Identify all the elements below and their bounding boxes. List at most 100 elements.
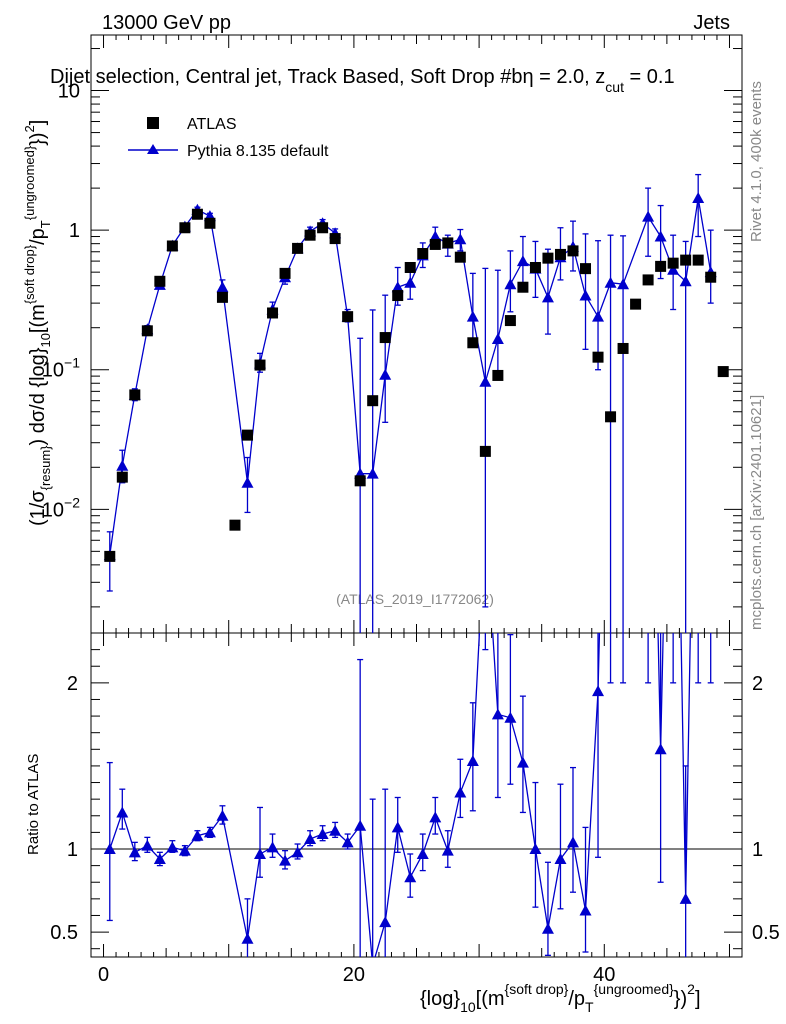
chart-title: Dijet selection, Central jet, Track Base… bbox=[50, 66, 675, 95]
pythia-point bbox=[642, 210, 655, 222]
pythia-point bbox=[379, 368, 392, 380]
atlas-point bbox=[717, 366, 729, 378]
pythia-point bbox=[667, 263, 680, 275]
pythia-line bbox=[109, 197, 712, 556]
ratio-tick-label-right: 1 bbox=[752, 839, 763, 861]
pythia-ratio-point bbox=[128, 846, 141, 858]
ratio-tick-label-left: 0.5 bbox=[50, 922, 78, 944]
atlas-point bbox=[329, 233, 341, 245]
pythia-point bbox=[366, 467, 379, 479]
y-tick-label: 10−2 bbox=[42, 494, 80, 521]
atlas-point bbox=[442, 237, 454, 249]
pythia-ratio-point bbox=[554, 852, 567, 864]
pythia-point bbox=[504, 278, 517, 290]
atlas-point bbox=[655, 260, 667, 272]
pythia-point bbox=[216, 281, 229, 293]
pythia-series-ratio bbox=[103, 633, 714, 957]
atlas-series-main bbox=[104, 208, 729, 562]
header-right: Jets bbox=[693, 12, 730, 34]
rivet-version-label: Rivet 4.1.0, 400k events bbox=[748, 81, 765, 242]
header-left: 13000 GeV pp bbox=[102, 12, 231, 34]
pythia-point bbox=[604, 276, 617, 288]
pythia-ratio-point bbox=[404, 871, 417, 883]
pythia-ratio-point bbox=[379, 916, 392, 928]
atlas-point bbox=[567, 245, 579, 257]
atlas-point bbox=[404, 261, 416, 273]
atlas-point bbox=[267, 307, 279, 319]
pythia-ratio-point bbox=[103, 843, 116, 854]
pythia-ratio-point bbox=[329, 824, 342, 836]
x-tick-label: 20 bbox=[343, 964, 365, 986]
x-tick-label: 0 bbox=[98, 964, 109, 986]
pythia-ratio-point bbox=[279, 854, 292, 866]
y-tick-label: 10−1 bbox=[42, 355, 80, 382]
atlas-point bbox=[154, 275, 166, 287]
pythia-ratio-point bbox=[216, 809, 229, 821]
pythia-ratio-point bbox=[491, 708, 504, 720]
pythia-ratio-point bbox=[266, 841, 279, 853]
atlas-point bbox=[191, 208, 203, 220]
atlas-point bbox=[116, 471, 128, 483]
pythia-ratio-point bbox=[116, 806, 129, 818]
atlas-point bbox=[705, 271, 717, 283]
pythia-series-main bbox=[103, 173, 717, 633]
pythia-point bbox=[466, 310, 479, 322]
atlas-point bbox=[141, 325, 153, 337]
pythia-ratio-point bbox=[241, 932, 254, 944]
pythia-ratio-point bbox=[679, 892, 692, 904]
atlas-point bbox=[429, 238, 441, 250]
pythia-ratio-point bbox=[466, 754, 479, 766]
pythia-point bbox=[579, 289, 592, 301]
pythia-ratio-point bbox=[304, 833, 317, 845]
atlas-point bbox=[304, 229, 316, 241]
pythia-ratio-line bbox=[109, 633, 691, 957]
analysis-watermark: (ATLAS_2019_I1772062) bbox=[336, 591, 494, 607]
atlas-point bbox=[492, 369, 504, 381]
atlas-point bbox=[392, 290, 404, 302]
ratio-tick-label-left: 2 bbox=[67, 673, 78, 695]
pythia-ratio-point bbox=[654, 743, 667, 755]
pythia-point bbox=[491, 333, 504, 345]
main-axis-ticks bbox=[91, 35, 742, 633]
pythia-ratio-point bbox=[316, 828, 329, 840]
atlas-point bbox=[542, 252, 554, 264]
x-tick-label: 40 bbox=[593, 964, 615, 986]
pythia-ratio-point bbox=[191, 829, 204, 841]
pythia-point bbox=[429, 230, 442, 242]
ratio-axis-ticks bbox=[91, 633, 742, 957]
atlas-point bbox=[617, 342, 629, 354]
atlas-point bbox=[129, 389, 141, 401]
pythia-ratio-point bbox=[592, 685, 605, 697]
atlas-point bbox=[642, 274, 654, 286]
atlas-point bbox=[254, 359, 266, 371]
y-tick-labels: 10−2 10−1 1 10 bbox=[42, 81, 80, 522]
atlas-point bbox=[454, 251, 466, 263]
pythia-ratio-point bbox=[141, 839, 154, 851]
atlas-point bbox=[292, 242, 304, 254]
pythia-ratio-point bbox=[579, 904, 592, 916]
pythia-ratio-point bbox=[341, 836, 354, 848]
atlas-point bbox=[166, 240, 178, 252]
pythia-point bbox=[479, 375, 492, 387]
pythia-point bbox=[679, 275, 692, 287]
atlas-point bbox=[467, 337, 479, 349]
atlas-point bbox=[417, 248, 429, 260]
ratio-tick-label-right: 0.5 bbox=[752, 922, 780, 944]
atlas-point bbox=[504, 315, 516, 327]
legend: ATLAS Pythia 8.135 default bbox=[128, 116, 329, 160]
atlas-point bbox=[367, 395, 379, 407]
atlas-point bbox=[667, 257, 679, 269]
ratio-tick-label-left: 1 bbox=[67, 839, 78, 861]
pythia-point bbox=[391, 281, 404, 293]
atlas-point bbox=[216, 291, 228, 303]
atlas-point bbox=[479, 445, 491, 457]
atlas-point bbox=[517, 281, 529, 293]
y-tick-label: 10 bbox=[58, 81, 80, 103]
pythia-point bbox=[654, 230, 667, 242]
atlas-point bbox=[680, 254, 692, 266]
mcplots-reference-label: mcplots.cern.ch [arXiv:2401.10621] bbox=[748, 395, 765, 630]
atlas-point bbox=[279, 267, 291, 279]
pythia-point bbox=[617, 278, 630, 290]
pythia-ratio-point bbox=[291, 846, 304, 858]
